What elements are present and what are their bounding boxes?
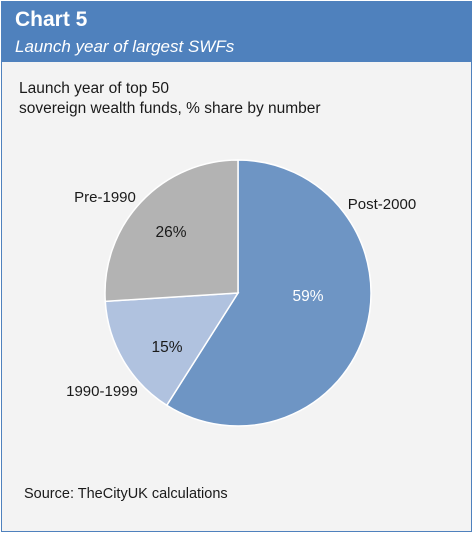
pie-value-label-1990-1999: 15% — [151, 339, 182, 356]
pie-category-label-1990-1999: 1990-1999 — [66, 383, 138, 400]
pie-value-label-post-2000: 59% — [292, 288, 323, 305]
chart-subtitle: Launch year of top 50 sovereign wealth f… — [19, 79, 321, 119]
chart-number: Chart 5 — [15, 8, 88, 31]
chart-header: Chart 5 Launch year of largest SWFs — [2, 2, 471, 62]
pie-category-label-pre-1990: Pre-1990 — [74, 189, 136, 206]
pie-slice-1990-1999 — [104, 292, 240, 407]
pie-slice-pre-1990 — [104, 159, 239, 303]
source-note: Source: TheCityUK calculations — [24, 486, 228, 502]
pie-category-label-post-2000: Post-2000 — [348, 196, 416, 213]
subtitle-line-1: Launch year of top 50 — [19, 80, 169, 97]
pie-slice-post-2000 — [165, 159, 372, 427]
chart-title: Launch year of largest SWFs — [15, 37, 235, 56]
pie-value-label-pre-1990: 26% — [155, 224, 186, 241]
subtitle-line-2: sovereign wealth funds, % share by numbe… — [19, 100, 321, 117]
